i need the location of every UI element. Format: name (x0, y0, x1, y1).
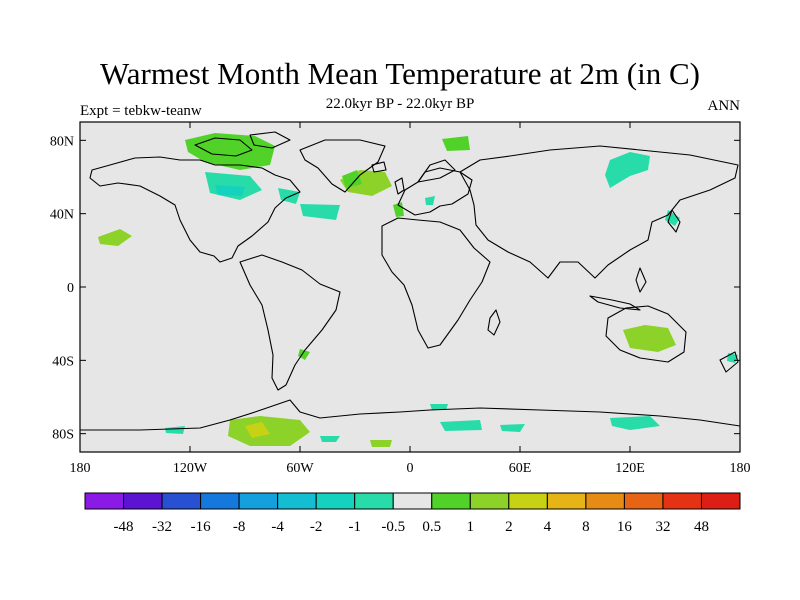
lon-tick-label: 120W (173, 461, 208, 476)
arctic-islands-coastline (194, 137, 253, 157)
philippines-coastline (635, 267, 647, 293)
madagascar-coastline (487, 309, 501, 336)
colorbar-label: 32 (655, 519, 670, 535)
greenland-coastline (299, 139, 386, 193)
anomaly-patch (393, 202, 404, 217)
map-background (80, 122, 740, 452)
iceland-coastline (371, 161, 387, 173)
anomaly-patch (342, 170, 362, 188)
lon-tick-label: 180 (730, 461, 751, 476)
colorbar-label: 16 (617, 519, 633, 535)
colorbar-swatch (392, 492, 433, 510)
experiment-label: Expt = tebkw-teanw (80, 103, 202, 119)
colorbar-swatch (238, 492, 279, 510)
longitude-axis: 180 120W 60W 0 60E 120E 180 (70, 122, 751, 476)
anomaly-patch (98, 229, 132, 246)
british-isles-coastline (394, 177, 405, 195)
colorbar-swatch (546, 492, 587, 510)
anomaly-patch (440, 420, 482, 431)
colorbar-swatch (200, 492, 240, 510)
lat-tick-label: 40S (52, 354, 74, 369)
colorbar-swatch (354, 492, 394, 510)
colorbar-swatch (662, 492, 702, 510)
colorbar-label: 48 (694, 519, 709, 535)
colorbar-label: 2 (505, 519, 513, 535)
colorbar-swatch (623, 492, 664, 510)
indonesia-coastline (589, 295, 641, 311)
colorbar-label: -8 (233, 519, 246, 535)
lat-tick-label: 80S (52, 428, 74, 443)
anomaly-patch (430, 404, 448, 410)
lon-tick-label: 60E (509, 461, 532, 476)
colorbar-swatch (277, 492, 317, 510)
coastlines (80, 131, 741, 431)
anomaly-patch (605, 152, 650, 188)
colorbar-swatch (315, 492, 356, 510)
australia-coastline (605, 305, 687, 363)
colorbar-label: -4 (271, 519, 284, 535)
colorbar-label: 1 (467, 519, 475, 535)
anomaly-patch (228, 416, 310, 446)
colorbar-label: -48 (114, 519, 134, 535)
anomaly-patch (425, 196, 435, 205)
japan-coastline (667, 209, 681, 233)
colorbar-swatch (469, 492, 510, 510)
lon-tick-label: 0 (407, 461, 414, 476)
map-title: Warmest Month Mean Temperature at 2m (in… (100, 56, 700, 91)
colorbar-label: 8 (582, 519, 590, 535)
anomaly-patch (215, 185, 245, 196)
colorbar-swatch (508, 492, 548, 510)
anomaly-patch (320, 436, 340, 442)
colorbar-swatch (700, 492, 741, 510)
colorbar: -48 -32 -16 -8 -4 -2 -1 -0.5 0.5 1 2 4 8 16 32 48 (84, 492, 741, 535)
colorbar-swatch (585, 492, 625, 510)
lat-tick-label: 80N (50, 134, 74, 149)
anomaly-patch (370, 440, 392, 447)
anomaly-patch (610, 416, 660, 430)
latitude-axis: 80N 40N 0 40S 80S (50, 134, 740, 443)
lat-tick-label: 0 (67, 281, 74, 296)
south-america-coastline (239, 254, 341, 391)
lon-tick-label: 180 (70, 461, 91, 476)
colorbar-label: -1 (348, 519, 361, 535)
new-zealand-coastline (719, 351, 739, 373)
lon-tick-label: 60W (286, 461, 314, 476)
anomaly-patch (298, 349, 310, 360)
colorbar-swatch (161, 492, 202, 510)
lat-tick-label: 40N (50, 208, 74, 223)
anomaly-patch (165, 426, 185, 434)
lon-tick-label: 120E (615, 461, 645, 476)
anomaly-patch (300, 204, 340, 220)
north-america-coastline (89, 156, 301, 263)
season-label: ANN (707, 98, 741, 114)
colorbar-label: -32 (152, 519, 172, 535)
colorbar-swatch (84, 492, 125, 510)
colorbar-swatch (123, 492, 163, 510)
anomaly-patch (245, 422, 270, 438)
colorbar-swatch (431, 492, 471, 510)
asia-coastline (459, 145, 739, 279)
colorbar-label: 4 (544, 519, 552, 535)
arctic-islands-coastline (249, 131, 291, 149)
africa-coastline (381, 217, 491, 349)
anomaly-patch (442, 136, 470, 151)
map-subtitle: 22.0kyr BP - 22.0kyr BP (325, 96, 475, 112)
anomaly-patch (500, 424, 525, 432)
antarctica-coastline (80, 399, 741, 431)
scandinavia-coastline (417, 159, 456, 183)
anomaly-patches (98, 133, 738, 447)
colorbar-label: -16 (191, 519, 211, 535)
colorbar-label: -0.5 (381, 519, 405, 535)
colorbar-label: -2 (310, 519, 323, 535)
colorbar-label: 0.5 (422, 519, 441, 535)
anomaly-patch (623, 325, 676, 352)
